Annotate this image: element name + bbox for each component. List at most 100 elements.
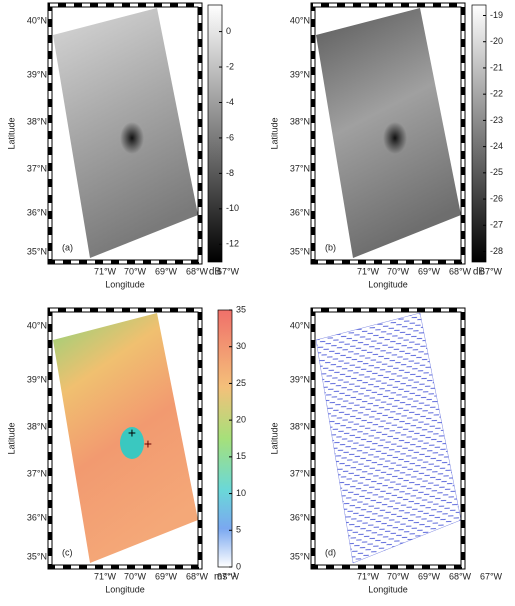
lon-tick-label: 71°W xyxy=(94,266,117,276)
lon-tick-label: 67°W xyxy=(217,571,240,581)
colorbar-tick-label: -8 xyxy=(226,168,234,178)
colorbar-tick-label: -6 xyxy=(226,132,234,142)
frame-dash xyxy=(311,308,465,569)
lat-tick-label: 38°N xyxy=(290,421,310,431)
colorbar-tick-label: -10 xyxy=(226,203,239,213)
lat-tick-label: 38°N xyxy=(27,116,47,126)
colorbar-tick-label: -4 xyxy=(226,97,234,107)
colorbar-tick-label: -26 xyxy=(490,193,503,203)
lon-tick-label: 70°W xyxy=(387,266,410,276)
colorbar xyxy=(207,4,223,263)
y-axis-label: Latitude xyxy=(269,422,279,454)
lon-tick-label: 68°W xyxy=(186,266,209,276)
colorbar-tick-label: -25 xyxy=(490,167,503,177)
colorbar-tick-label: 15 xyxy=(236,451,246,461)
lat-tick-label: 38°N xyxy=(27,421,47,431)
lat-tick-label: 35°N xyxy=(27,551,47,561)
lat-tick-label: 37°N xyxy=(27,468,47,478)
lon-tick-label: 69°W xyxy=(418,266,441,276)
colorbar-tick-label: 20 xyxy=(236,415,246,425)
lat-tick-label: 40°N xyxy=(290,15,310,25)
lat-tick-label: 39°N xyxy=(290,69,310,79)
colorbar-tick-label: -28 xyxy=(490,246,503,256)
colorbar-tick-label: 10 xyxy=(236,488,246,498)
panel-label: (c) xyxy=(62,547,73,557)
lat-tick-label: 37°N xyxy=(290,163,310,173)
colorbar-tick-label: -21 xyxy=(490,62,503,72)
lon-tick-label: 69°W xyxy=(155,266,178,276)
lat-tick-label: 40°N xyxy=(27,320,47,330)
lon-tick-label: 68°W xyxy=(449,571,472,581)
colorbar-tick-label: -24 xyxy=(490,141,503,151)
lat-tick-label: 36°N xyxy=(290,207,310,217)
lon-tick-label: 70°W xyxy=(124,266,147,276)
colorbar-tick-label: 35 xyxy=(236,304,246,314)
colorbar-tick-label: -2 xyxy=(226,61,234,71)
lon-tick-label: 69°W xyxy=(155,571,178,581)
frame-dash xyxy=(311,3,465,264)
colorbar xyxy=(471,4,487,263)
panel: (d) 40°N 39°N 38°N 37°N 36°N 35°N 71°W 70°W 69°W 6… xyxy=(269,307,503,594)
colorbar-tick-label: 5 xyxy=(236,525,241,535)
panel-label: (a) xyxy=(62,242,73,252)
lat-tick-label: 40°N xyxy=(290,320,310,330)
colorbar-unit: ms⁻¹ xyxy=(214,572,237,583)
lat-tick-label: 39°N xyxy=(290,374,310,384)
lon-tick-label: 67°W xyxy=(217,266,240,276)
lat-tick-label: 39°N xyxy=(27,69,47,79)
storm-eye xyxy=(120,427,144,459)
y-axis-label: Latitude xyxy=(6,422,16,454)
panel-label: (d) xyxy=(325,547,336,557)
colorbar-tick-label: -12 xyxy=(226,239,239,249)
colorbar-tick-label: 0 xyxy=(226,26,231,36)
lon-tick-label: 71°W xyxy=(94,571,117,581)
colorbar-tick-label: -27 xyxy=(490,220,503,230)
marker: + xyxy=(144,436,152,452)
lat-tick-label: 35°N xyxy=(27,246,47,256)
lon-tick-label: 67°W xyxy=(480,571,503,581)
lat-tick-label: 35°N xyxy=(290,551,310,561)
panel: + + (c) 40°N 39°N 38°N 37°N 36°N 35°N 71°W 70°W 69°… xyxy=(6,304,246,594)
x-axis-label: Longitude xyxy=(368,584,408,594)
lat-tick-label: 36°N xyxy=(27,512,47,522)
storm-eye xyxy=(120,122,144,154)
colorbar-tick-label: 0 xyxy=(236,561,241,571)
lat-tick-label: 35°N xyxy=(290,246,310,256)
colorbar xyxy=(217,309,233,568)
lat-tick-label: 36°N xyxy=(27,207,47,217)
colorbar-tick-label: 25 xyxy=(236,378,246,388)
lat-tick-label: 40°N xyxy=(27,15,47,25)
colorbar-unit: dB xyxy=(473,267,486,278)
lon-tick-label: 70°W xyxy=(387,571,410,581)
panel: (b) 40°N 39°N 38°N 37°N 36°N 35°N 71°W 70°W 69°W 6… xyxy=(269,2,503,289)
lon-tick-label: 68°W xyxy=(186,571,209,581)
storm-eye xyxy=(383,122,407,154)
lat-tick-label: 37°N xyxy=(290,468,310,478)
colorbar-tick-label: -23 xyxy=(490,115,503,125)
x-axis-label: Longitude xyxy=(105,279,145,289)
lon-tick-label: 67°W xyxy=(480,266,503,276)
colorbar-tick-label: -22 xyxy=(490,89,503,99)
lat-tick-label: 36°N xyxy=(290,512,310,522)
lat-tick-label: 38°N xyxy=(290,116,310,126)
lat-tick-label: 37°N xyxy=(27,163,47,173)
panel-label: (b) xyxy=(325,242,336,252)
lon-tick-label: 71°W xyxy=(357,266,380,276)
y-axis-label: Latitude xyxy=(269,117,279,149)
lon-tick-label: 68°W xyxy=(449,266,472,276)
colorbar-tick-label: -20 xyxy=(490,36,503,46)
panel: (a) 40°N 39°N 38°N 37°N 36°N 35°N 71°W 70°W 69°W 6… xyxy=(6,2,240,289)
lon-tick-label: 69°W xyxy=(418,571,441,581)
x-axis-label: Longitude xyxy=(105,584,145,594)
y-axis-label: Latitude xyxy=(6,117,16,149)
colorbar-tick-label: -19 xyxy=(490,10,503,20)
lat-tick-label: 39°N xyxy=(27,374,47,384)
colorbar-unit: dB xyxy=(209,267,222,278)
marker: + xyxy=(128,425,136,441)
colorbar-tick-label: 30 xyxy=(236,341,246,351)
frame-dash xyxy=(48,3,202,264)
x-axis-label: Longitude xyxy=(368,279,408,289)
frame-dash xyxy=(48,308,202,569)
lon-tick-label: 71°W xyxy=(357,571,380,581)
